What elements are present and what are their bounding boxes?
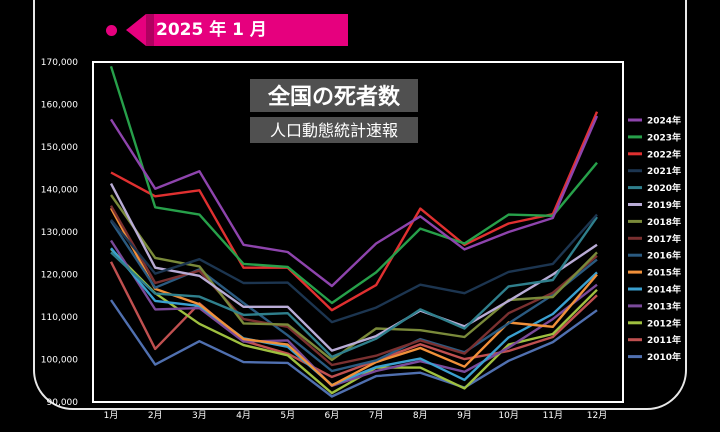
tag-stripe — [146, 14, 154, 46]
series-line — [109, 183, 598, 352]
legend-label: 2016年 — [647, 250, 681, 262]
x-tick-label: 3月 — [192, 410, 207, 421]
chart-subtitle: 人口動態統計速報 — [270, 121, 398, 140]
y-tick-label: 100,000 — [41, 356, 78, 366]
y-tick-label: 120,000 — [41, 271, 78, 281]
series-line — [110, 299, 598, 398]
x-tick-label: 7月 — [369, 410, 384, 421]
date-tag-label: 2025 年 1 月 — [146, 14, 348, 46]
legend-label: 2015年 — [647, 267, 681, 279]
series-line — [110, 111, 599, 312]
legend-label: 2011年 — [647, 334, 681, 346]
x-tick-label: 12月 — [587, 410, 607, 421]
y-tick-label: 160,000 — [41, 101, 78, 111]
legend-label: 2017年 — [647, 233, 681, 245]
x-tick-label: 8月 — [413, 410, 428, 421]
x-axis: 1月 2月 3月 4月 5月 6月 7月 8月 9月 10月 11月 12月 — [104, 410, 608, 421]
legend-label: 2010年 — [647, 351, 681, 363]
y-tick-label: 130,000 — [41, 228, 78, 238]
series-line — [110, 216, 598, 359]
legend-label: 2024年 — [647, 115, 681, 127]
y-axis: 90,000 100,000 110,000 120,000 130,000 140,00… — [41, 58, 78, 408]
x-tick-label: 4月 — [236, 410, 251, 421]
y-tick-label: 110,000 — [41, 313, 78, 323]
series-line — [109, 261, 598, 379]
x-tick-label: 5月 — [280, 410, 295, 421]
title-box — [250, 79, 418, 112]
x-tick-label: 2月 — [148, 410, 163, 421]
tag-arrow-icon — [126, 14, 146, 46]
legend-label: 2012年 — [647, 317, 681, 329]
x-tick-label: 1月 — [104, 410, 119, 421]
series-lines — [109, 65, 599, 398]
legend-label: 2018年 — [647, 216, 681, 228]
y-tick-label: 150,000 — [41, 143, 78, 153]
x-tick-label: 11月 — [543, 410, 563, 421]
y-tick-label: 140,000 — [41, 186, 78, 196]
plot-border — [92, 61, 624, 403]
series-line — [109, 65, 598, 305]
display-frame — [33, 0, 687, 410]
tag-dot-icon — [106, 25, 117, 36]
legend-label: 2021年 — [647, 165, 681, 177]
legend: 2024年 2023年 2022年 2021年 2020年 2019年 2018年 2017年… — [628, 115, 681, 363]
legend-label: 2014年 — [647, 284, 681, 296]
plot-background — [93, 62, 623, 402]
x-tick-label: 10月 — [498, 410, 518, 421]
x-tick-label: 6月 — [325, 410, 340, 421]
y-tick-label: 90,000 — [47, 398, 79, 408]
legend-label: 2023年 — [647, 131, 681, 143]
legend-label: 2019年 — [647, 199, 681, 211]
series-line — [110, 213, 598, 324]
series-line — [110, 247, 598, 387]
subtitle-box — [250, 117, 418, 143]
x-tick-label: 9月 — [457, 410, 472, 421]
series-line — [109, 239, 598, 388]
legend-label: 2020年 — [647, 182, 681, 194]
series-line — [109, 207, 598, 387]
chart-title: 全国の死者数 — [267, 84, 401, 110]
series-line — [109, 205, 598, 367]
series-line — [109, 115, 599, 288]
legend-label: 2013年 — [647, 300, 681, 312]
y-tick-label: 170,000 — [41, 58, 78, 68]
legend-label: 2022年 — [647, 148, 681, 160]
